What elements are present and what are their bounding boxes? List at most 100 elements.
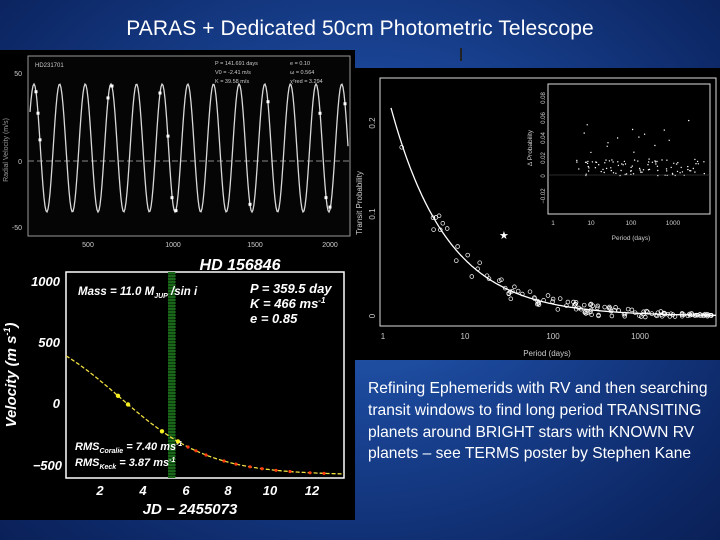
data-point: [687, 168, 689, 171]
data-point: [322, 471, 326, 475]
rv-ytick-1: 500: [38, 335, 60, 350]
rv-xtick-0: 2: [95, 483, 104, 498]
period-param: P = 359.5 day: [250, 281, 332, 296]
rv-xtick-3: 8: [224, 483, 232, 498]
data-point: [595, 161, 597, 163]
inset-xlabel: Period (days): [612, 235, 651, 242]
inset-ytick-2: 0.04: [541, 132, 547, 144]
data-point: [651, 161, 654, 163]
data-point: [649, 311, 655, 316]
data-point: [631, 128, 634, 131]
data-point: [654, 161, 657, 163]
inset-ytick-3: 0.02: [541, 152, 547, 164]
slide-title: PARAS + Dedicated 50cm Photometric Teles…: [126, 17, 594, 40]
top-xtick-0: 500: [82, 242, 94, 249]
data-point: [328, 205, 332, 209]
star-id-label: HD231701: [35, 63, 64, 69]
data-point: [692, 313, 698, 318]
top-xtick-1: 1000: [165, 242, 181, 249]
data-point: [594, 167, 597, 169]
data-point: [658, 312, 664, 318]
tp-ytick-0: 0.2: [368, 117, 377, 129]
data-point: [454, 258, 459, 263]
data-point: [436, 213, 442, 219]
data-point: [689, 170, 691, 172]
rv-xtick-5: 12: [305, 483, 320, 498]
data-point: [611, 159, 613, 161]
mass-label: Mass = 11.0 MJUP /sin i: [78, 286, 198, 300]
top-ylabel: Radial Velocity (m/s): [3, 118, 10, 182]
tp-xtick-3: 1000: [631, 332, 649, 341]
data-point: [596, 312, 601, 318]
data-point: [115, 393, 121, 398]
rv-figure-svg: HD231701 P = 141.691 days e = 0.10 V0 = …: [2, 55, 351, 518]
data-point: [633, 159, 636, 161]
data-point: [274, 468, 278, 472]
data-point: [595, 305, 600, 311]
data-point: [631, 165, 633, 167]
data-point: [234, 462, 238, 466]
data-point: [550, 299, 555, 304]
data-point: [610, 167, 612, 169]
data-point: [506, 291, 511, 296]
data-point: [605, 159, 607, 161]
data-point: [696, 160, 699, 163]
data-point: [643, 133, 646, 135]
data-point: [612, 161, 614, 163]
data-point: [668, 139, 670, 141]
data-point: [158, 91, 162, 95]
data-point: [644, 308, 649, 314]
data-point: [573, 306, 579, 312]
star-marker: ★: [499, 230, 509, 242]
top-data-points: [34, 84, 347, 213]
data-point: [591, 161, 594, 163]
data-point: [642, 169, 645, 171]
inset-ytick-4: 0: [541, 174, 547, 178]
data-point: [679, 172, 681, 174]
data-point: [248, 465, 252, 469]
data-point: [633, 151, 635, 153]
data-point: [709, 313, 714, 318]
inset-ytick-5: −0.02: [541, 188, 547, 204]
data-point: [288, 469, 292, 474]
data-point: [647, 164, 649, 166]
data-point: [175, 439, 181, 444]
data-point: [632, 310, 638, 315]
data-point: [656, 160, 658, 163]
inset-xtick-2: 100: [626, 220, 637, 227]
data-point: [430, 215, 436, 220]
data-point: [438, 227, 443, 233]
data-point: [648, 158, 650, 160]
data-point: [629, 307, 635, 313]
data-point: [671, 172, 674, 175]
tp-ylabel: Transit Probability: [355, 171, 364, 235]
data-point: [535, 301, 540, 307]
data-point: [170, 196, 174, 200]
tp-ytick-1: 0.1: [368, 208, 377, 220]
star-name: HD 156846: [200, 257, 281, 274]
data-point: [679, 313, 685, 319]
inset-ytick-1: 0.06: [541, 112, 547, 124]
data-point: [125, 402, 131, 407]
data-point: [527, 289, 533, 294]
data-point: [638, 167, 641, 170]
data-point: [545, 293, 551, 298]
tp-xtick-2: 100: [546, 332, 560, 341]
rv-figure: HD231701 P = 141.691 days e = 0.10 V0 = …: [0, 50, 355, 520]
data-point: [681, 171, 684, 173]
data-point: [584, 161, 587, 163]
data-point: [440, 221, 446, 226]
data-point: [606, 145, 608, 147]
data-point: [586, 124, 588, 126]
data-point: [475, 266, 480, 272]
data-point: [661, 159, 663, 161]
data-point: [612, 172, 615, 174]
rv-data-points: [115, 393, 326, 475]
k-param: K = 466 ms-1: [250, 296, 326, 311]
data-point: [578, 168, 580, 170]
stat-3: ω = 0.564: [290, 70, 314, 76]
data-point: [166, 134, 170, 138]
data-point: [630, 170, 632, 172]
data-point: [640, 171, 642, 173]
data-point: [612, 308, 617, 313]
